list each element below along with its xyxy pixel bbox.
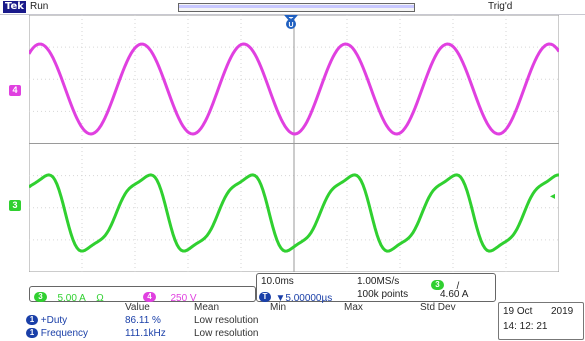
ch4-scale-readout[interactable]: 4 250 V bbox=[143, 288, 197, 306]
record-view-bar[interactable] bbox=[178, 3, 415, 12]
tek-logo: Tek bbox=[3, 1, 26, 13]
ch3-waveform bbox=[29, 173, 559, 253]
date: 19 Oct bbox=[503, 306, 533, 317]
measurement-value: 86.11 % bbox=[125, 315, 161, 326]
trigger-state: Trig'd bbox=[488, 1, 513, 12]
channel-scale-box: 3 5.00 A Ω 4 250 V bbox=[29, 286, 256, 304]
trigger-level-marker[interactable]: ◂ bbox=[550, 191, 555, 202]
ch4-badge: 4 bbox=[143, 291, 156, 302]
record-view-window bbox=[179, 5, 414, 8]
record-length: 100k points bbox=[357, 289, 409, 300]
measurement-row-frequency[interactable]: 1 Frequency bbox=[26, 328, 88, 339]
time: 14: 12: 21 bbox=[503, 321, 548, 332]
trigger-position: ▼5.00000µs bbox=[275, 293, 333, 304]
trigger-position-readout: T ▼5.00000µs bbox=[259, 288, 332, 306]
ch3-badge: 3 bbox=[34, 291, 47, 302]
measurement-source-badge: 1 bbox=[26, 328, 38, 339]
waveform-graticule[interactable]: T U ◂ bbox=[29, 15, 559, 272]
trigger-slope-icon: / bbox=[456, 281, 460, 292]
header-max: Max bbox=[344, 302, 363, 313]
ch4-scale: 250 V bbox=[170, 293, 197, 304]
ch4-waveform bbox=[29, 42, 559, 136]
ch3-scale: 5.00 A bbox=[57, 293, 86, 304]
run-state: Run bbox=[30, 1, 49, 12]
trigger-level: 4.60 A bbox=[440, 289, 469, 300]
measurement-row-duty[interactable]: 1 +Duty bbox=[26, 315, 67, 326]
trigger-source-readout: 3 / bbox=[431, 276, 459, 294]
header-std-dev: Std Dev bbox=[420, 302, 456, 313]
measurement-source-badge: 1 bbox=[26, 315, 38, 326]
measurement-name: +Duty bbox=[40, 315, 68, 326]
sample-rate: 1.00MS/s bbox=[357, 276, 400, 287]
header-min: Min bbox=[270, 302, 287, 313]
measurement-name: Frequency bbox=[40, 328, 89, 339]
header-value: Value bbox=[125, 302, 150, 313]
ch3-termination: Ω bbox=[96, 293, 104, 304]
ch3-scale-readout[interactable]: 3 5.00 A Ω bbox=[34, 288, 104, 306]
trigger-t-icon: T bbox=[259, 291, 271, 302]
trigger-position-marker[interactable]: T U bbox=[284, 15, 298, 29]
ch3-ground-marker[interactable]: 3 bbox=[9, 200, 21, 211]
datetime-box[interactable]: 19 Oct 2019 14: 12: 21 bbox=[498, 302, 584, 340]
timebase-trigger-box[interactable]: 10.0ms 1.00MS/s 3 / T ▼5.00000µs 100k po… bbox=[256, 273, 496, 304]
measurement-value: 111.1kHz bbox=[125, 328, 166, 339]
svg-text:U: U bbox=[288, 22, 293, 29]
status-bar: Tek Run Trig'd bbox=[0, 0, 585, 15]
measurement-mean: Low resolution bbox=[194, 315, 259, 326]
measurement-mean: Low resolution bbox=[194, 328, 259, 339]
ch4-ground-marker[interactable]: 4 bbox=[9, 85, 21, 96]
time-per-div: 10.0ms bbox=[261, 276, 294, 287]
year: 2019 bbox=[551, 306, 574, 317]
header-mean: Mean bbox=[194, 302, 220, 313]
trigger-source-badge: 3 bbox=[431, 279, 444, 290]
